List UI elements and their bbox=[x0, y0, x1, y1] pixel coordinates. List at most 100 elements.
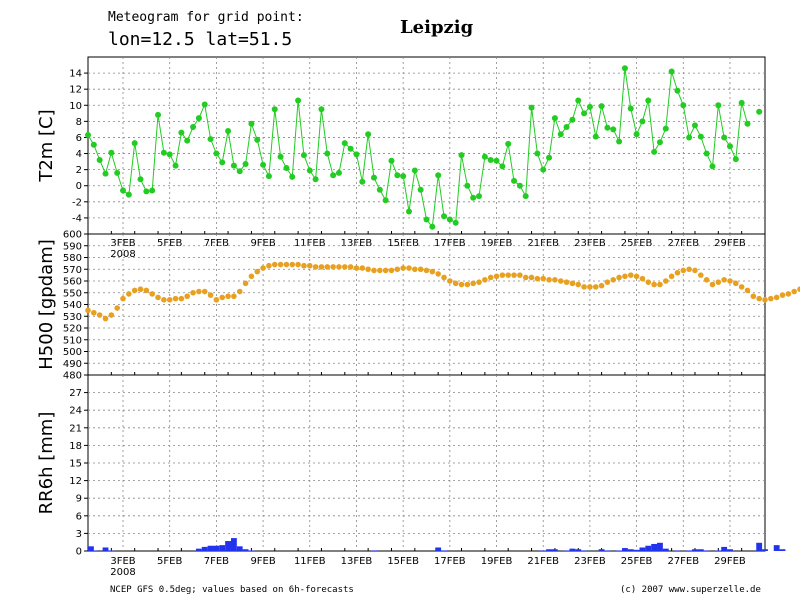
h500-point bbox=[447, 278, 453, 284]
t2m-point bbox=[441, 213, 448, 220]
rr6h-bar bbox=[604, 550, 611, 551]
x-tick-label: 29FEB bbox=[714, 556, 746, 567]
rr6h-bar bbox=[721, 546, 728, 551]
t2m-point bbox=[487, 156, 494, 163]
y-tick-label: 520 bbox=[63, 324, 82, 335]
rr6h-bar bbox=[88, 546, 94, 551]
h500-point bbox=[266, 262, 272, 269]
h500-point bbox=[487, 274, 494, 281]
h500-point bbox=[750, 293, 757, 300]
rr6h-bar bbox=[715, 550, 722, 551]
h500-point bbox=[406, 265, 412, 271]
rr6h-bar bbox=[248, 550, 255, 551]
h500-point bbox=[470, 280, 476, 287]
t2m-point bbox=[651, 148, 658, 155]
t2m-point bbox=[645, 97, 652, 104]
t2m-point bbox=[417, 186, 424, 193]
t2m-point bbox=[120, 187, 127, 194]
x-tick-label: 13FEB bbox=[341, 556, 373, 567]
y-tick-label: 8 bbox=[76, 117, 82, 128]
rr6h-bar bbox=[219, 545, 226, 551]
t2m-point bbox=[85, 132, 91, 139]
x-tick-label: 5FEB bbox=[157, 238, 182, 249]
t2m-point bbox=[756, 108, 763, 115]
t2m-point bbox=[271, 106, 278, 113]
t2m-point bbox=[330, 172, 337, 179]
y-tick-label: 510 bbox=[63, 335, 82, 346]
t2m-point bbox=[476, 193, 483, 200]
t2m-point bbox=[522, 193, 529, 200]
h500-point bbox=[546, 277, 552, 283]
h500-point bbox=[126, 291, 132, 297]
h500-point bbox=[517, 272, 523, 278]
city-title: Leipzig bbox=[400, 17, 474, 38]
h500-point bbox=[143, 287, 150, 294]
t2m-point bbox=[295, 97, 302, 104]
t2m-point bbox=[324, 150, 331, 157]
y-tick-label: 15 bbox=[69, 459, 82, 470]
h500-point bbox=[633, 273, 640, 280]
x-tick-label: 19FEB bbox=[481, 556, 513, 567]
y-tick-label: 490 bbox=[63, 359, 82, 370]
rr6h-bar bbox=[236, 546, 243, 551]
t2m-point bbox=[207, 136, 214, 143]
rr6h-bar bbox=[581, 550, 587, 551]
t2m-point bbox=[300, 152, 307, 159]
h500-point bbox=[721, 277, 727, 283]
t2m-point bbox=[114, 169, 121, 176]
h500-point bbox=[219, 294, 226, 301]
y-tick-label: 21 bbox=[69, 423, 82, 434]
rr6h-bar bbox=[598, 549, 605, 551]
t2m-point bbox=[458, 152, 465, 159]
h500-point bbox=[318, 264, 325, 270]
t2m-point bbox=[195, 115, 202, 122]
t2m-point bbox=[569, 116, 576, 123]
h500-point bbox=[161, 297, 167, 303]
h500-point bbox=[779, 292, 786, 298]
h500-point bbox=[137, 286, 144, 293]
h500-point bbox=[207, 292, 214, 298]
h500-point bbox=[131, 287, 138, 294]
h500-point bbox=[201, 288, 208, 295]
h500-point bbox=[254, 268, 261, 275]
t2m-point bbox=[435, 172, 442, 179]
t2m-point bbox=[137, 176, 144, 183]
h500-point bbox=[371, 267, 377, 274]
rr6h-bar bbox=[540, 550, 547, 551]
t2m-point bbox=[551, 115, 558, 122]
h500-point bbox=[738, 284, 745, 290]
y-tick-label: 12 bbox=[69, 85, 82, 96]
x-tick-label: 11FEB bbox=[294, 238, 326, 249]
rr6h-bar bbox=[645, 545, 652, 551]
h500-point bbox=[91, 309, 97, 316]
t2m-point bbox=[254, 136, 261, 143]
x-tick-label: 13FEB bbox=[341, 238, 373, 249]
h500-point bbox=[610, 277, 617, 283]
y-tick-label: 560 bbox=[63, 277, 82, 288]
x-tick-label: 17FEB bbox=[434, 556, 466, 567]
y-tick-label: 14 bbox=[69, 69, 82, 80]
y-tick-label: 590 bbox=[63, 241, 82, 252]
h500-point bbox=[791, 288, 797, 295]
h500-point bbox=[306, 262, 313, 269]
t2m-point bbox=[201, 101, 208, 108]
h500-point bbox=[85, 307, 91, 314]
t2m-point bbox=[289, 173, 296, 180]
t2m-point bbox=[394, 172, 401, 179]
h500-point bbox=[733, 280, 739, 287]
h500-point bbox=[639, 275, 646, 282]
y-tick-label: 12 bbox=[69, 476, 82, 487]
h500-point bbox=[768, 295, 774, 302]
t2m-point bbox=[125, 191, 132, 198]
y-tick-label: 18 bbox=[69, 441, 82, 452]
rr6h-bar bbox=[622, 548, 628, 551]
y-axis-label: RR6h [mm] bbox=[36, 412, 57, 515]
h500-point bbox=[452, 280, 459, 287]
panel-frame bbox=[87, 56, 766, 235]
t2m-point bbox=[505, 140, 512, 147]
y-tick-label: 6 bbox=[76, 511, 82, 522]
t2m-point bbox=[616, 138, 623, 145]
x-tick-label: 7FEB bbox=[204, 556, 229, 567]
y-tick-label: 0 bbox=[76, 547, 82, 558]
